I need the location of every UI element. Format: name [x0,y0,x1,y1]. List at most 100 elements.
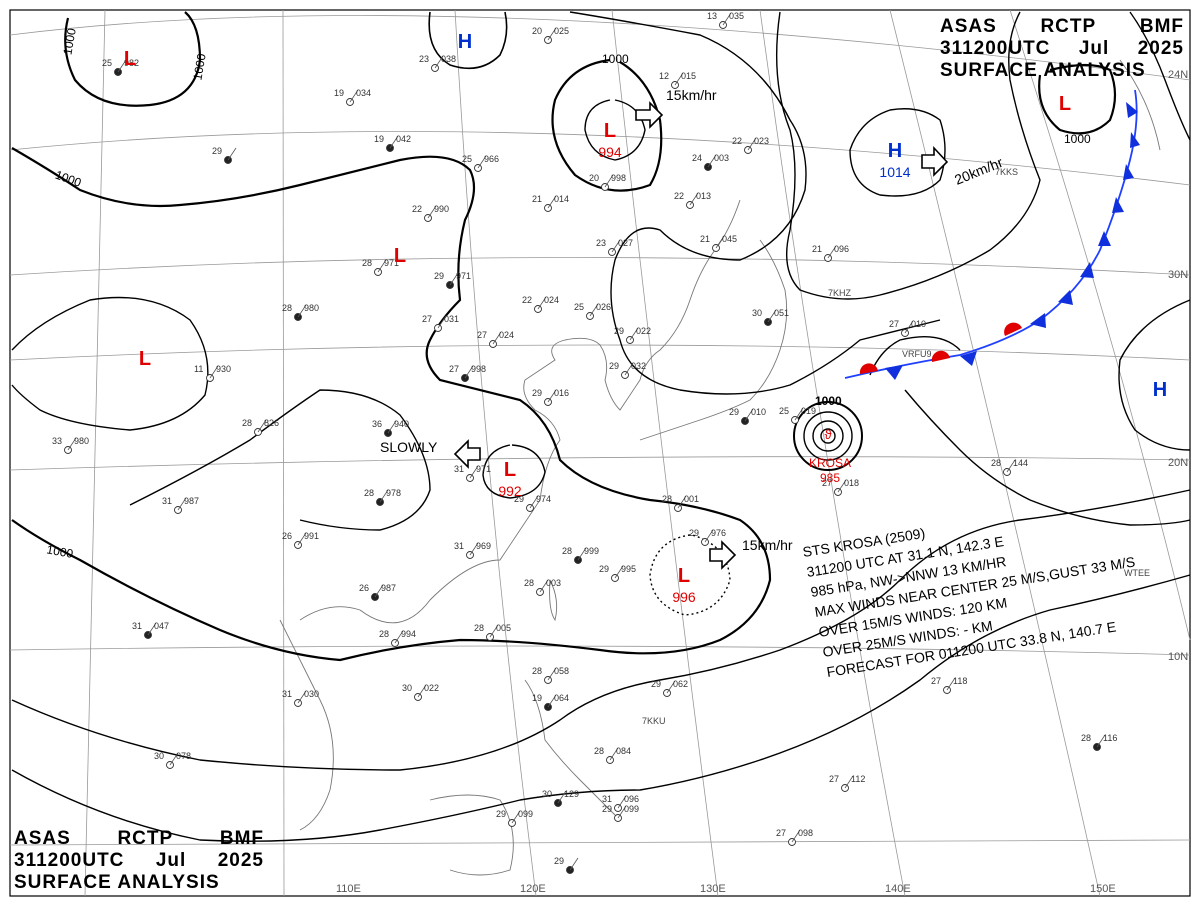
station-pressure: 024 [544,295,559,305]
station-plots: 25 982 23 038 20 025 19 034 19 042 25 966 12 015 13 035… [52,11,1117,874]
wind-barb-icon [569,857,579,871]
typhoon-krosa-rings [793,401,863,471]
station-pressure: 099 [624,804,639,814]
station-pressure: 940 [394,419,409,429]
station-pressure: 971 [456,271,471,281]
station-temperature: 29 [689,528,699,538]
station-pressure: 010 [751,407,766,417]
station-plot: 29 022 [614,326,651,344]
station-plot: 28 971 [362,258,399,276]
high-pressure-center: H [458,31,472,53]
low-pressure-center: L [504,459,516,481]
station-id: WTEE [1124,568,1150,578]
station-pressure: 026 [596,302,611,312]
low-pressure-center: L [394,245,406,267]
meridian-130e [611,9,719,897]
station-temperature: 28 [362,258,372,268]
station-temperature: 29 [496,809,506,819]
station-pressure: 998 [471,364,486,374]
station-temperature: 30 [154,751,164,761]
wind-barb-icon [449,272,459,286]
station-plot: 25 982 [102,58,139,76]
station-plot: 31 030 [282,689,319,707]
wind-barb-icon [617,805,627,819]
header-year: 2025 [217,850,264,871]
station-temperature: 30 [542,789,552,799]
station-plot: 26 987 [359,583,396,601]
station-pressure: 969 [476,541,491,551]
station-pressure: 016 [554,388,569,398]
wind-barb-icon [377,259,387,273]
station-plot: 36 940 [372,419,409,437]
station-plot: 29 971 [434,271,471,289]
station-pressure: 014 [554,194,569,204]
station-plot: 22 013 [674,191,711,209]
wind-barb-icon [417,684,427,698]
typhoon-ring-1000 [793,401,863,471]
station-pressure: 022 [636,326,651,336]
cold-front-triangles [885,102,1140,380]
wind-barb-icon [67,437,77,451]
station-pressure: 084 [616,746,631,756]
station-temperature: 21 [532,194,542,204]
isobar-label: 1000 [60,27,78,56]
wind-barb-icon [297,690,307,704]
wind-barb-icon [492,331,502,345]
motion-arrows [453,101,949,570]
lat-label-24n: 24N [1168,69,1188,81]
parallel-40n [9,131,1191,186]
station-plot: 28 116 [1081,733,1117,751]
wind-barb-icon [794,407,804,421]
typhoon-pressure: 985 [820,471,840,485]
station-pressure: 062 [673,679,688,689]
isobar-996-low-dotted [649,534,731,616]
wind-barb-icon [547,27,557,41]
isobar-1000-nw-low [64,11,202,107]
station-temperature: 26 [282,531,292,541]
station-pressure: 998 [611,173,626,183]
isobar-label: 1000 [190,52,208,81]
station-temperature: 11 [194,364,203,374]
isobar-south-2 [11,574,1191,842]
station-temperature: 30 [402,683,412,693]
isobar-1000-long [11,147,772,662]
coast-kamchatka [1119,59,1161,151]
wind-barb-icon [489,624,499,638]
low-pressure-center: L [139,348,151,370]
station-plot: 28 978 [364,488,401,506]
station-plot: 29 032 [609,361,646,379]
isobar-east-high [1118,299,1191,451]
isobar-south-1 [11,489,1191,771]
station-pressure: 099 [518,809,533,819]
station-plot: 29 995 [599,564,636,582]
low-pressure-center: L [604,120,616,142]
station-temperature: 28 [242,418,252,428]
meridian-160e [1009,9,1191,641]
station-id: 7KKU [642,716,666,726]
header-year: 2025 [1137,38,1184,59]
station-pressure: 980 [74,436,89,446]
wind-barb-icon [747,137,757,151]
station-pressure: 078 [176,751,191,761]
station-temperature: 26 [359,583,369,593]
station-plot: 28 005 [474,623,511,641]
station-temperature: 27 [931,676,941,686]
station-pressure: 116 [1103,733,1117,743]
motion-label-slowly: SLOWLY [380,439,438,455]
stationary-front [844,89,1140,380]
typhoon-ring-2 [803,411,853,461]
station-plot: 28 826 [242,418,279,436]
station-plot: 22 990 [412,204,449,222]
station-temperature: 28 [474,623,484,633]
station-plot: 23 027 [596,238,633,256]
wind-barb-icon [147,622,157,636]
lon-label-140e: 140E [885,883,911,895]
station-pressure: 045 [722,234,737,244]
station-plot: 29 [554,856,579,874]
warm-front-bumps [859,322,1022,374]
header-agency: ASAS [14,828,71,849]
motion-arrow-slowly [453,439,481,469]
isobar-north-high [428,11,508,70]
